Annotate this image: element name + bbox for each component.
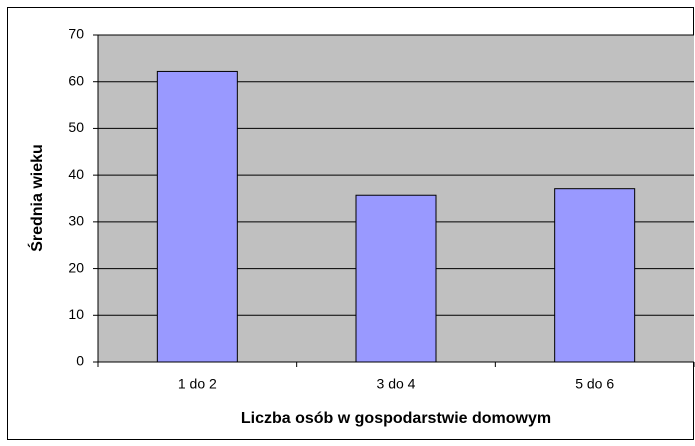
x-tick-label: 1 do 2 bbox=[178, 376, 217, 392]
y-tick-label: 20 bbox=[68, 259, 84, 275]
bar bbox=[554, 188, 636, 363]
x-axis-label: Liczba osób w gospodarstwie domowym bbox=[241, 410, 551, 427]
y-tick-label: 40 bbox=[68, 166, 84, 182]
x-tick-label: 5 do 6 bbox=[575, 376, 614, 392]
y-tick-label: 0 bbox=[76, 353, 84, 369]
y-axis-label: Średnia wieku bbox=[27, 144, 46, 252]
x-tick-label: 3 do 4 bbox=[377, 376, 416, 392]
y-tick-label: 50 bbox=[68, 119, 84, 135]
y-tick-label: 70 bbox=[68, 26, 84, 42]
bar bbox=[355, 194, 437, 363]
y-tick-label: 10 bbox=[68, 306, 84, 322]
bar bbox=[156, 70, 238, 363]
y-tick-label: 60 bbox=[68, 72, 84, 88]
y-tick-label: 30 bbox=[68, 213, 84, 229]
